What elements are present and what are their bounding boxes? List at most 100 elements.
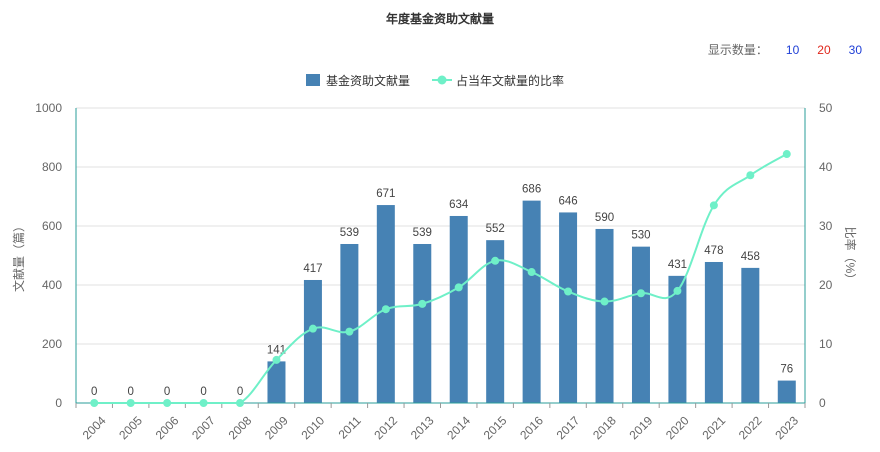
y2-tick-label: 0 [819, 396, 826, 410]
y-tick-label: 1000 [35, 101, 62, 115]
ratio-point[interactable] [636, 289, 645, 298]
ratio-point[interactable] [746, 171, 755, 180]
ratio-point[interactable] [126, 399, 135, 407]
ratio-point[interactable] [308, 324, 317, 333]
bar-label: 0 [164, 386, 170, 398]
y-tick-label: 0 [55, 396, 62, 410]
x-tick-label: 2019 [627, 413, 656, 442]
bar-label: 0 [237, 386, 243, 398]
bar[interactable] [267, 361, 286, 403]
x-tick-label: 2021 [699, 413, 728, 442]
x-tick-label: 2016 [517, 413, 546, 442]
legend-label-bar[interactable]: 基金资助文献量 [326, 73, 410, 88]
bar[interactable] [777, 380, 796, 403]
x-tick-label: 2006 [153, 413, 182, 442]
ratio-point[interactable] [527, 268, 536, 277]
ratio-point[interactable] [709, 201, 718, 210]
bar-label: 0 [200, 386, 206, 398]
ratio-point[interactable] [564, 287, 573, 296]
bar[interactable] [376, 205, 395, 403]
bar[interactable] [340, 243, 359, 403]
bar[interactable] [522, 200, 541, 403]
bar-label: 590 [595, 212, 614, 224]
x-tick-label: 2009 [262, 413, 291, 442]
x-tick-label: 2020 [663, 413, 692, 442]
x-tick-label: 2010 [298, 413, 327, 442]
display-count-label: 显示数量： [707, 43, 768, 57]
bar[interactable] [559, 212, 578, 403]
x-tick-label: 2014 [444, 413, 473, 442]
x-tick-label: 2017 [554, 413, 583, 442]
bar-label: 458 [741, 251, 760, 263]
ratio-point[interactable] [163, 399, 172, 407]
y2-tick-label: 50 [819, 101, 833, 115]
count-option-20[interactable]: 20 [817, 42, 831, 57]
y-tick-label: 400 [42, 278, 62, 292]
bar-label: 646 [558, 195, 577, 207]
display-count-selector: 显示数量： 10 20 30 [708, 41, 862, 58]
y-axis-title: 文献量（篇） [11, 220, 26, 292]
x-tick-label: 2004 [80, 413, 109, 442]
bar-label: 417 [303, 263, 322, 275]
legend-swatch-marker [437, 75, 447, 85]
ratio-point[interactable] [491, 256, 500, 265]
y2-tick-label: 10 [819, 337, 833, 351]
y-tick-label: 200 [42, 337, 62, 351]
bar-label: 431 [668, 259, 687, 271]
axes [75, 108, 806, 408]
x-tick-label: 2022 [736, 413, 765, 442]
bar-label: 141 [267, 344, 286, 356]
ratio-point[interactable] [90, 399, 99, 407]
bar[interactable] [486, 240, 505, 403]
ratio-point[interactable] [418, 299, 427, 308]
y2-tick-label: 40 [819, 160, 833, 174]
bar-series [267, 200, 796, 403]
bar-label: 0 [127, 386, 133, 398]
y2-tick-label: 20 [819, 278, 833, 292]
bar[interactable] [413, 243, 432, 403]
x-tick-label: 2013 [408, 413, 437, 442]
ratio-point[interactable] [782, 150, 791, 159]
ratio-point[interactable] [236, 399, 245, 407]
ratio-point[interactable] [673, 286, 682, 295]
line-series [90, 150, 791, 407]
count-option-10[interactable]: 10 [785, 42, 800, 57]
x-tick-label: 2008 [226, 413, 255, 442]
y-tick-label: 800 [42, 160, 62, 174]
bar[interactable] [449, 215, 468, 403]
ratio-point[interactable] [345, 327, 354, 336]
bar[interactable] [741, 267, 760, 403]
x-tick-label: 2012 [371, 413, 400, 442]
bar-label: 686 [522, 184, 541, 196]
ratio-point[interactable] [199, 399, 208, 407]
legend-label-line[interactable]: 占当年文献量的比率 [456, 73, 564, 88]
x-tick-label: 2007 [189, 413, 218, 442]
y-tick-label: 600 [42, 219, 62, 233]
x-tick-label: 2018 [590, 413, 619, 442]
x-tick-label: 2023 [772, 413, 801, 442]
count-option-30[interactable]: 30 [848, 42, 862, 57]
legend-swatch-bar[interactable] [306, 74, 320, 86]
bar[interactable] [668, 275, 687, 403]
ratio-point[interactable] [272, 355, 281, 364]
bar-label: 671 [376, 188, 395, 200]
bar-label: 76 [780, 364, 793, 376]
bar[interactable] [704, 261, 723, 403]
bar[interactable] [303, 279, 322, 403]
bar[interactable] [595, 228, 614, 403]
x-tick-label: 2015 [481, 413, 510, 442]
y2-axis-title: 比率（%） [843, 227, 858, 286]
bar[interactable] [631, 246, 650, 403]
bar-data-labels: 0 0 0 0 0 141 417 539 671 539 634 552 686 646 590 530 43… [91, 184, 793, 398]
ratio-point[interactable] [454, 283, 463, 292]
bar-label: 634 [449, 199, 469, 211]
bar-label: 539 [413, 227, 432, 239]
ratio-point[interactable] [381, 305, 390, 314]
chart-title: 年度基金资助文献量 [385, 12, 494, 26]
bar-label: 539 [340, 227, 359, 239]
bar-label: 0 [91, 386, 97, 398]
x-tick-label: 2011 [336, 413, 364, 441]
ratio-point[interactable] [600, 297, 609, 306]
legend: 基金资助文献量 占当年文献量的比率 [306, 73, 564, 88]
